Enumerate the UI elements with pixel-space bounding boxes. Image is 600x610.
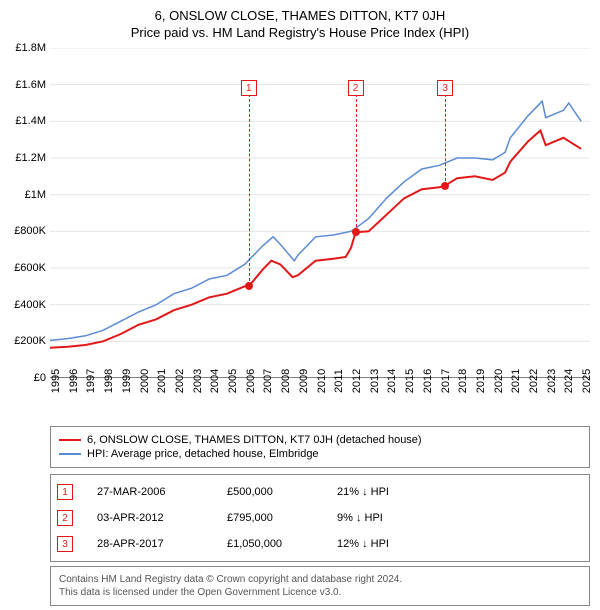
x-tick-label: 2002 — [174, 369, 186, 393]
annotation-label: 2 — [348, 80, 364, 96]
x-tick-label: 1998 — [103, 369, 115, 393]
x-tick-label: 1999 — [121, 369, 133, 393]
footer-line1: Contains HM Land Registry data © Crown c… — [59, 573, 581, 586]
y-tick-label: £1.6M — [15, 79, 46, 91]
legend-label: HPI: Average price, detached house, Elmb… — [87, 448, 319, 460]
marker-diff: 9% ↓ HPI — [337, 512, 447, 524]
y-tick-label: £600K — [14, 262, 46, 274]
y-tick-label: £1.4M — [15, 115, 46, 127]
y-tick-label: £400K — [14, 299, 46, 311]
chart-container: 6, ONSLOW CLOSE, THAMES DITTON, KT7 0JH … — [0, 0, 600, 606]
x-tick-label: 2000 — [139, 369, 151, 393]
legend-row: 6, ONSLOW CLOSE, THAMES DITTON, KT7 0JH … — [59, 433, 581, 447]
x-tick-label: 2006 — [245, 369, 257, 393]
x-tick-label: 2004 — [209, 369, 221, 393]
title-sub: Price paid vs. HM Land Registry's House … — [0, 25, 600, 40]
x-axis: 1995199619971998199920002001200220032004… — [50, 378, 590, 422]
marker-price: £500,000 — [227, 486, 337, 498]
x-tick-label: 2003 — [192, 369, 204, 393]
y-tick-label: £1.2M — [15, 152, 46, 164]
x-tick-label: 2011 — [333, 369, 345, 393]
marker-price: £1,050,000 — [227, 538, 337, 550]
y-tick-label: £1M — [25, 189, 46, 201]
x-tick-label: 2010 — [316, 369, 328, 393]
y-axis: £0£200K£400K£600K£800K£1M£1.2M£1.4M£1.6M… — [0, 48, 48, 378]
x-tick-label: 1996 — [68, 369, 80, 393]
x-tick-label: 2014 — [386, 369, 398, 393]
marker-diff: 12% ↓ HPI — [337, 538, 447, 550]
x-tick-label: 2024 — [563, 369, 575, 393]
annotation-dot — [245, 282, 253, 290]
x-tick-label: 2018 — [457, 369, 469, 393]
x-tick-label: 2005 — [227, 369, 239, 393]
marker-number: 3 — [57, 536, 73, 552]
x-tick-label: 2008 — [280, 369, 292, 393]
title-block: 6, ONSLOW CLOSE, THAMES DITTON, KT7 0JH … — [0, 0, 600, 44]
marker-diff: 21% ↓ HPI — [337, 486, 447, 498]
x-tick-label: 2013 — [369, 369, 381, 393]
markers-table: 1 27-MAR-2006£500,00021% ↓ HPI 2 03-APR-201… — [50, 474, 590, 562]
legend-swatch — [59, 453, 81, 455]
marker-row: 1 27-MAR-2006£500,00021% ↓ HPI — [57, 479, 583, 505]
legend-label: 6, ONSLOW CLOSE, THAMES DITTON, KT7 0JH … — [87, 434, 422, 446]
x-tick-label: 2009 — [298, 369, 310, 393]
legend-swatch — [59, 439, 81, 441]
x-tick-label: 2016 — [422, 369, 434, 393]
marker-date: 27-MAR-2006 — [97, 486, 227, 498]
x-tick-label: 1997 — [85, 369, 97, 393]
annotation-line — [249, 94, 250, 286]
marker-date: 28-APR-2017 — [97, 538, 227, 550]
x-tick-label: 2025 — [581, 369, 593, 393]
x-tick-label: 2022 — [528, 369, 540, 393]
x-tick-label: 2015 — [404, 369, 416, 393]
legend: 6, ONSLOW CLOSE, THAMES DITTON, KT7 0JH … — [50, 426, 590, 468]
marker-row: 2 03-APR-2012£795,0009% ↓ HPI — [57, 505, 583, 531]
annotation-line — [445, 94, 446, 186]
y-tick-label: £800K — [14, 225, 46, 237]
y-tick-label: £0 — [34, 372, 46, 384]
legend-row: HPI: Average price, detached house, Elmb… — [59, 447, 581, 461]
x-tick-label: 2020 — [493, 369, 505, 393]
x-tick-label: 1995 — [50, 369, 62, 393]
x-tick-label: 2001 — [156, 369, 168, 393]
marker-row: 3 28-APR-2017£1,050,00012% ↓ HPI — [57, 531, 583, 557]
footer: Contains HM Land Registry data © Crown c… — [50, 566, 590, 606]
x-tick-label: 2007 — [262, 369, 274, 393]
annotation-label: 3 — [437, 80, 453, 96]
x-tick-label: 2023 — [546, 369, 558, 393]
y-tick-label: £1.8M — [15, 42, 46, 54]
y-tick-label: £200K — [14, 335, 46, 347]
marker-price: £795,000 — [227, 512, 337, 524]
plot-svg — [50, 48, 590, 378]
marker-date: 03-APR-2012 — [97, 512, 227, 524]
title-main: 6, ONSLOW CLOSE, THAMES DITTON, KT7 0JH — [0, 8, 600, 23]
chart-plot-area: £0£200K£400K£600K£800K£1M£1.2M£1.4M£1.6M… — [50, 48, 590, 378]
series-line — [50, 131, 581, 348]
x-tick-label: 2019 — [475, 369, 487, 393]
annotation-label: 1 — [241, 80, 257, 96]
x-tick-label: 2012 — [351, 369, 363, 393]
annotation-line — [356, 94, 357, 232]
x-tick-label: 2017 — [440, 369, 452, 393]
marker-number: 2 — [57, 510, 73, 526]
marker-number: 1 — [57, 484, 73, 500]
footer-line2: This data is licensed under the Open Gov… — [59, 586, 581, 599]
x-tick-label: 2021 — [510, 369, 522, 393]
annotation-dot — [441, 182, 449, 190]
annotation-dot — [352, 228, 360, 236]
